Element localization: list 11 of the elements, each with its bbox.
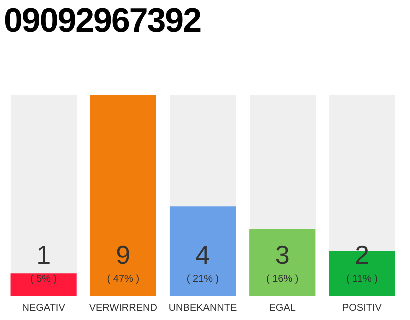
x-tick-label: EGAL [269,302,296,314]
data-label: 4 ( 21% ) [186,240,220,285]
data-label: 3 ( 16% ) [266,240,299,285]
x-tick-label: VERWIRREND [89,302,158,314]
data-label: 1 ( 5% ) [30,240,58,285]
x-tick-label: POSITIV [342,302,382,314]
x-tick-label: UNBEKANNTE [168,302,238,314]
data-label: 9 ( 47% ) [107,240,140,285]
bar [10,274,77,296]
chart-title: 09092967392 [4,2,202,41]
x-tick-label: NEGATIV [22,302,66,314]
